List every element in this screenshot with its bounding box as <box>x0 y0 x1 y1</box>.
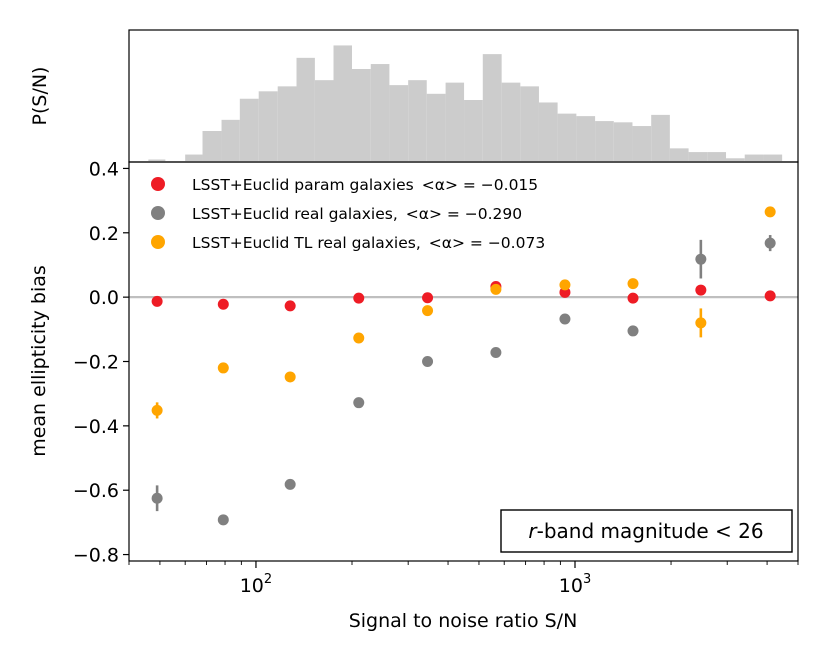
series-2-point <box>627 278 639 290</box>
legend-marker-param <box>151 177 165 191</box>
histogram-bar <box>669 148 689 162</box>
series-0-point <box>217 298 229 310</box>
series-0-point <box>151 295 163 307</box>
series-1-point <box>151 492 163 504</box>
y-axis-ticks: 0.4 0.2 0.0 −0.2 −0.4 −0.6 −0.8 <box>73 158 129 567</box>
y-tick-label: −0.2 <box>73 352 119 374</box>
scatter-frame <box>128 161 799 562</box>
histogram-bar <box>408 80 427 162</box>
histogram-bar <box>501 82 521 162</box>
histogram-bars <box>148 45 783 163</box>
annotation-text: r-band magnitude < 26 <box>528 519 763 543</box>
histogram-bar <box>651 114 670 162</box>
series-0-point <box>284 300 296 312</box>
series-2-point <box>559 279 571 291</box>
y-tick-label: 0.2 <box>89 223 119 245</box>
series-2-point <box>353 332 365 344</box>
histogram-bar <box>185 154 203 162</box>
series-2-point <box>764 206 776 218</box>
series-2-point <box>217 362 229 374</box>
x-tick-label: 102 <box>240 572 272 597</box>
magnitude-annotation: r-band magnitude < 26 <box>500 509 793 553</box>
histogram-bar <box>482 54 502 163</box>
legend-marker-tl <box>151 235 165 249</box>
legend-marker-real <box>151 206 165 220</box>
series-2-point <box>151 404 163 416</box>
legend-label-param: LSST+Euclid param galaxies <α> = −0.015 <box>192 176 538 194</box>
histogram-bar <box>370 64 390 162</box>
histogram-ylabel: P(S/N) <box>29 67 51 126</box>
histogram-bar <box>258 91 278 162</box>
series-0-point <box>695 284 707 296</box>
histogram-bar <box>763 154 783 162</box>
histogram-bar <box>221 119 240 162</box>
histogram-bar <box>202 131 222 162</box>
scatter-panel: 0.4 0.2 0.0 −0.2 −0.4 −0.6 −0.8 102 103 LSST+Eu… <box>28 158 799 632</box>
histogram-bar <box>314 80 334 162</box>
histogram-bar <box>538 102 558 162</box>
histogram-bar <box>595 121 614 162</box>
histogram-bar <box>426 93 446 162</box>
series-2-point <box>422 305 434 317</box>
histogram-bar <box>464 100 483 162</box>
legend-label-tl: LSST+Euclid TL real galaxies, <α> = −0.07… <box>192 234 545 252</box>
legend-label-real: LSST+Euclid real galaxies, <α> = −0.290 <box>192 205 522 223</box>
data-points <box>151 206 776 526</box>
series-2-point <box>490 283 502 295</box>
x-axis-label: Signal to noise ratio S/N <box>349 610 578 632</box>
legend-entry-tl: LSST+Euclid TL real galaxies, <α> = −0.07… <box>151 234 545 252</box>
series-1-point <box>217 514 229 526</box>
y-tick-label: −0.8 <box>73 545 119 567</box>
histogram-bar <box>726 158 745 162</box>
histogram-bar <box>445 82 465 162</box>
series-1-point <box>353 397 365 409</box>
series-1-point <box>764 237 776 249</box>
histogram-bar <box>688 152 708 162</box>
series-1-point <box>284 478 296 490</box>
y-tick-label: 0.4 <box>89 158 119 180</box>
y-axis-label: mean ellipticity bias <box>28 265 50 457</box>
histogram-bar <box>744 154 764 162</box>
annotation-box <box>500 509 793 553</box>
series-1-point <box>695 253 707 265</box>
series-1-point <box>559 313 571 325</box>
legend: LSST+Euclid param galaxies <α> = −0.015 L… <box>151 176 545 252</box>
series-2-point <box>284 371 296 383</box>
histogram-bar <box>520 86 539 162</box>
histogram-bar <box>352 69 371 162</box>
series-0-point <box>627 292 639 304</box>
series-1-point <box>490 346 502 358</box>
histogram-bar <box>389 85 409 162</box>
histogram-bar <box>239 98 259 162</box>
histogram-bar <box>707 152 727 162</box>
series-2-point <box>695 317 707 329</box>
series-0-point <box>422 292 434 304</box>
histogram-bar <box>296 57 315 163</box>
y-tick-label: −0.6 <box>73 480 119 502</box>
histogram-bar <box>576 116 596 162</box>
histogram-bar <box>613 122 633 162</box>
series-0-point <box>764 290 776 302</box>
histogram-bar <box>557 113 577 162</box>
x-axis-ticks: 102 103 <box>128 561 799 597</box>
histogram-bar <box>148 159 166 162</box>
y-tick-label: 0.0 <box>89 287 119 309</box>
histogram-bar <box>333 45 352 162</box>
histogram-bar <box>632 126 652 162</box>
x-tick-label: 103 <box>559 572 591 597</box>
series-0-point <box>353 292 365 304</box>
series-1-point <box>627 325 639 337</box>
legend-entry-param: LSST+Euclid param galaxies <α> = −0.015 <box>151 176 538 194</box>
histogram-panel: P(S/N) <box>29 29 799 163</box>
y-tick-label: −0.4 <box>73 416 119 438</box>
legend-entry-real: LSST+Euclid real galaxies, <α> = −0.290 <box>151 205 522 223</box>
series-1-point <box>422 356 434 367</box>
histogram-bar <box>277 86 297 162</box>
